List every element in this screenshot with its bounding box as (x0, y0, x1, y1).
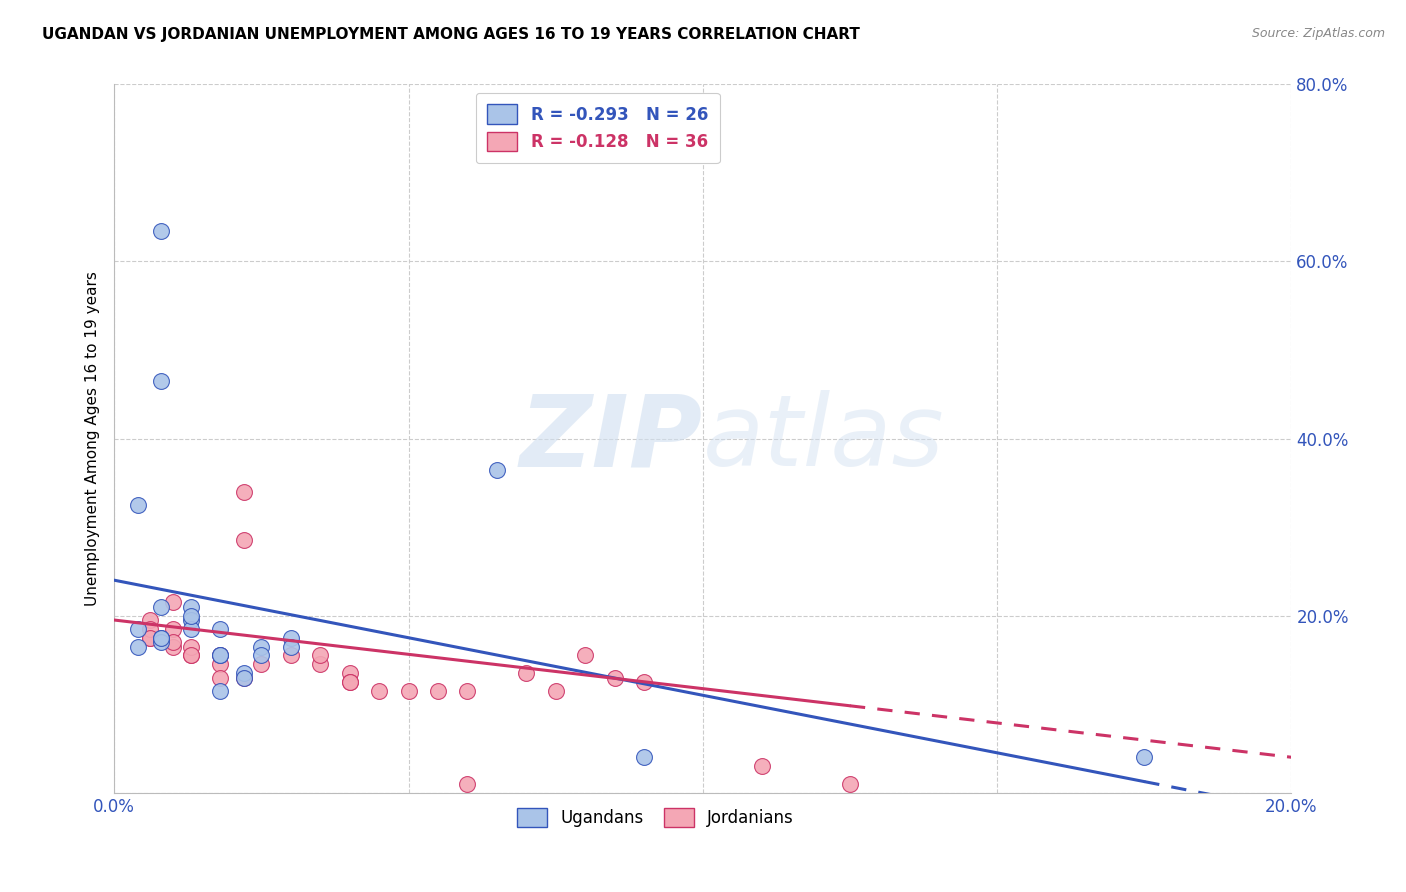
Point (209, 648, 232, 663)
Point (138, 631, 160, 645)
Point (426, 683, 449, 698)
Point (456, 777, 478, 791)
Point (280, 640, 302, 654)
Point (180, 648, 202, 663)
Point (138, 631, 160, 645)
Point (751, 759, 773, 773)
Point (180, 622, 202, 636)
Y-axis label: Unemployment Among Ages 16 to 19 years: Unemployment Among Ages 16 to 19 years (86, 271, 100, 606)
Point (127, 498, 149, 512)
Point (150, 631, 173, 645)
Point (339, 666, 361, 681)
Point (250, 648, 273, 663)
Point (209, 671, 232, 685)
Point (280, 648, 302, 663)
Point (162, 595, 184, 609)
Point (339, 675, 361, 690)
Point (150, 374, 173, 388)
Point (150, 631, 173, 645)
Point (544, 683, 567, 698)
Point (209, 657, 232, 672)
Point (127, 622, 149, 636)
Point (339, 675, 361, 690)
Point (162, 640, 184, 654)
Point (180, 648, 202, 663)
Point (150, 635, 173, 649)
Point (603, 671, 626, 685)
Point (232, 666, 254, 681)
Point (127, 640, 149, 654)
Point (368, 683, 391, 698)
Point (180, 640, 202, 654)
Point (232, 671, 254, 685)
Point (633, 750, 655, 764)
Point (456, 683, 478, 698)
Text: Source: ZipAtlas.com: Source: ZipAtlas.com (1251, 27, 1385, 40)
Point (162, 635, 184, 649)
Point (209, 683, 232, 698)
Text: UGANDAN VS JORDANIAN UNEMPLOYMENT AMONG AGES 16 TO 19 YEARS CORRELATION CHART: UGANDAN VS JORDANIAN UNEMPLOYMENT AMONG … (42, 27, 860, 42)
Point (138, 622, 160, 636)
Point (309, 648, 332, 663)
Point (515, 666, 537, 681)
Point (250, 640, 273, 654)
Point (209, 622, 232, 636)
Point (180, 608, 202, 623)
Point (250, 657, 273, 672)
Point (209, 648, 232, 663)
Point (633, 675, 655, 690)
Point (150, 599, 173, 614)
Point (180, 613, 202, 627)
Point (232, 484, 254, 499)
Text: ZIP: ZIP (520, 390, 703, 487)
Point (839, 777, 862, 791)
Point (209, 648, 232, 663)
Point (180, 599, 202, 614)
Point (1133, 750, 1156, 764)
Point (485, 462, 508, 476)
Point (150, 223, 173, 237)
Point (232, 533, 254, 548)
Text: atlas: atlas (703, 390, 945, 487)
Point (138, 613, 160, 627)
Legend: Ugandans, Jordanians: Ugandans, Jordanians (510, 801, 801, 834)
Point (162, 622, 184, 636)
Point (398, 683, 420, 698)
Point (232, 671, 254, 685)
Point (280, 631, 302, 645)
Point (574, 648, 596, 663)
Point (309, 657, 332, 672)
